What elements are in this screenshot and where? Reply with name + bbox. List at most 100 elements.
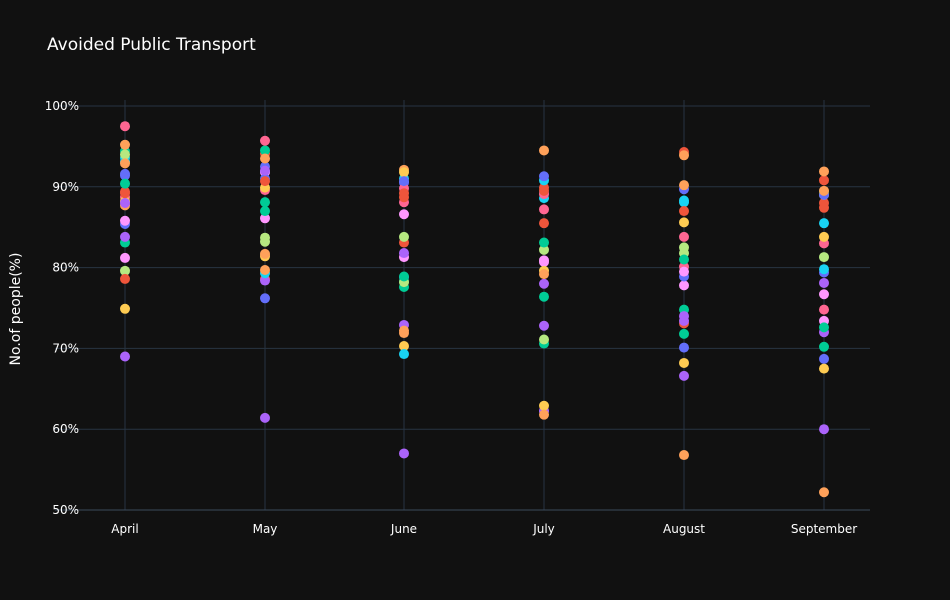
y-axis-title: No.of people(%) <box>8 253 24 366</box>
data-point[interactable] <box>260 135 270 146</box>
data-point[interactable] <box>399 231 409 242</box>
data-point[interactable] <box>679 328 689 339</box>
data-point[interactable] <box>260 236 270 247</box>
data-point[interactable] <box>819 185 829 196</box>
data-point[interactable] <box>399 349 409 360</box>
data-point[interactable] <box>819 487 829 498</box>
data-point[interactable] <box>539 171 549 182</box>
data-point[interactable] <box>260 206 270 217</box>
data-point[interactable] <box>399 209 409 220</box>
data-point[interactable] <box>260 165 270 176</box>
data-point[interactable] <box>120 188 130 199</box>
data-point[interactable] <box>679 266 689 277</box>
data-point[interactable] <box>120 197 130 208</box>
data-point[interactable] <box>120 121 130 132</box>
data-point[interactable] <box>399 448 409 459</box>
data-point[interactable] <box>679 180 689 191</box>
data-point[interactable] <box>819 231 829 242</box>
data-point[interactable] <box>539 400 549 411</box>
data-point[interactable] <box>399 167 409 178</box>
data-point[interactable] <box>399 328 409 339</box>
data-point[interactable] <box>679 197 689 208</box>
data-point[interactable] <box>679 150 689 161</box>
x-tick-label: April <box>111 522 138 536</box>
data-point[interactable] <box>539 185 549 196</box>
data-point[interactable] <box>120 273 130 284</box>
x-tick-label: August <box>663 522 705 536</box>
data-point[interactable] <box>539 320 549 331</box>
data-point[interactable] <box>539 291 549 302</box>
x-tick-label: September <box>791 522 857 536</box>
data-point[interactable] <box>120 303 130 314</box>
data-point[interactable] <box>120 149 130 160</box>
data-point[interactable] <box>819 289 829 300</box>
data-point[interactable] <box>399 176 409 187</box>
data-point[interactable] <box>679 217 689 228</box>
data-point[interactable] <box>679 357 689 368</box>
data-points <box>120 121 829 498</box>
data-point[interactable] <box>260 197 270 208</box>
data-point[interactable] <box>539 237 549 248</box>
data-point[interactable] <box>679 254 689 265</box>
data-point[interactable] <box>260 213 270 224</box>
data-point[interactable] <box>679 342 689 353</box>
data-point[interactable] <box>679 206 689 217</box>
data-point[interactable] <box>260 153 270 164</box>
y-tick-label: 80% <box>52 261 79 275</box>
data-point[interactable] <box>679 311 689 322</box>
data-point[interactable] <box>819 175 829 186</box>
data-point[interactable] <box>399 340 409 351</box>
data-point[interactable] <box>120 252 130 263</box>
data-point[interactable] <box>260 293 270 304</box>
data-point[interactable] <box>399 248 409 259</box>
data-point[interactable] <box>819 277 829 288</box>
data-point[interactable] <box>819 424 829 435</box>
chart-title: Avoided Public Transport <box>47 35 256 55</box>
y-tick-label: 100% <box>45 99 79 113</box>
data-point[interactable] <box>120 231 130 242</box>
data-point[interactable] <box>819 353 829 364</box>
data-point[interactable] <box>120 168 130 179</box>
data-point[interactable] <box>539 218 549 229</box>
data-point[interactable] <box>539 145 549 156</box>
data-point[interactable] <box>399 188 409 199</box>
data-point[interactable] <box>679 242 689 253</box>
data-point[interactable] <box>819 363 829 374</box>
data-point[interactable] <box>819 264 829 275</box>
data-point[interactable] <box>679 370 689 381</box>
data-point[interactable] <box>260 265 270 276</box>
data-point[interactable] <box>120 215 130 226</box>
data-point[interactable] <box>120 158 130 169</box>
data-point[interactable] <box>260 275 270 286</box>
data-point[interactable] <box>120 178 130 189</box>
data-point[interactable] <box>260 412 270 423</box>
data-point[interactable] <box>819 202 829 213</box>
y-tick-label: 90% <box>52 180 79 194</box>
data-point[interactable] <box>539 334 549 345</box>
data-point[interactable] <box>539 255 549 266</box>
data-point[interactable] <box>120 265 130 276</box>
data-point[interactable] <box>260 176 270 187</box>
data-point[interactable] <box>260 145 270 156</box>
data-point[interactable] <box>539 244 549 255</box>
data-point[interactable] <box>120 139 130 150</box>
data-point[interactable] <box>819 166 829 177</box>
data-point[interactable] <box>819 322 829 333</box>
data-point[interactable] <box>120 351 130 362</box>
data-point[interactable] <box>679 231 689 242</box>
data-point[interactable] <box>539 409 549 420</box>
data-point[interactable] <box>819 252 829 263</box>
data-point[interactable] <box>539 269 549 280</box>
data-point[interactable] <box>679 280 689 291</box>
data-point[interactable] <box>819 304 829 315</box>
data-point[interactable] <box>539 278 549 289</box>
data-point[interactable] <box>260 248 270 259</box>
data-point[interactable] <box>539 204 549 215</box>
data-point[interactable] <box>679 450 689 461</box>
data-point[interactable] <box>819 218 829 229</box>
data-point[interactable] <box>399 271 409 282</box>
data-point[interactable] <box>819 341 829 352</box>
x-tick-label: May <box>253 522 278 536</box>
